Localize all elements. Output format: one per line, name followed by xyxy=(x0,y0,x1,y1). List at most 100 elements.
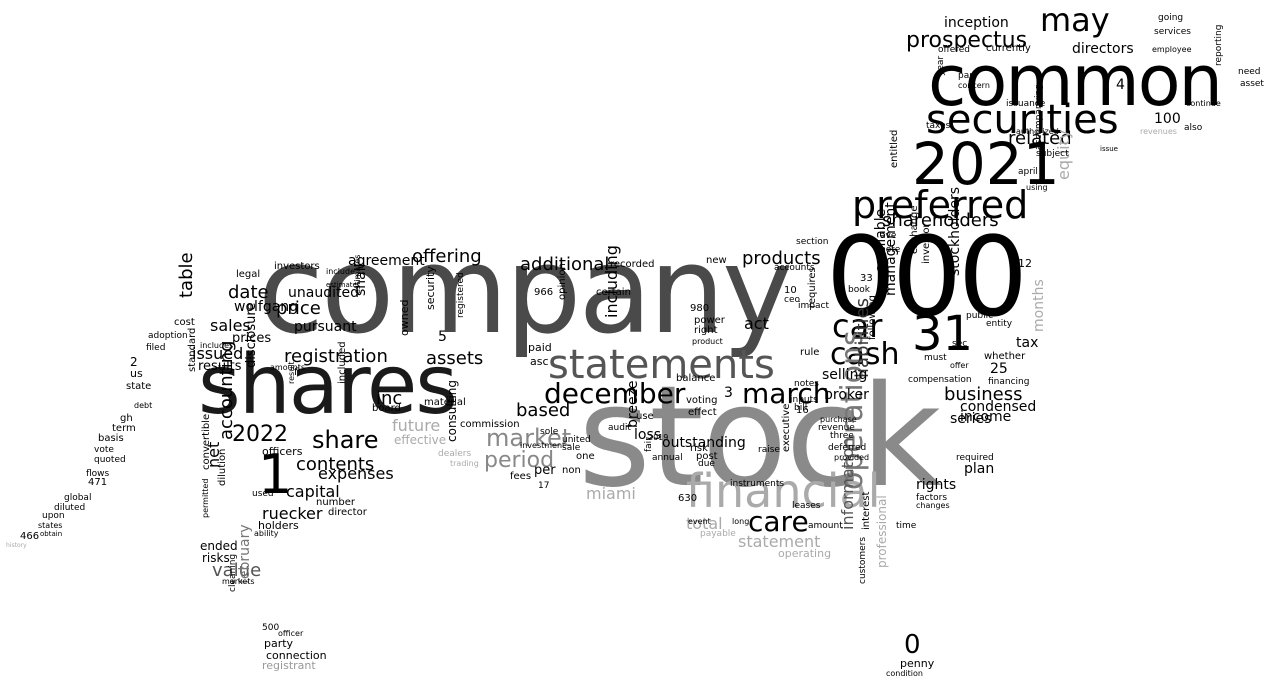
word-16: 16 xyxy=(796,405,809,416)
word-securities: securities xyxy=(926,97,1119,143)
word-12: 12 xyxy=(1018,257,1032,270)
word-prospectus: prospectus xyxy=(906,28,1028,53)
word-980: 980 xyxy=(690,303,710,314)
word-history: history xyxy=(6,542,27,549)
word-fair: fair xyxy=(644,437,654,452)
word-state: state xyxy=(126,381,152,392)
word-offered: offered xyxy=(938,45,970,55)
word-ruecker: ruecker xyxy=(262,504,323,523)
word-due: due xyxy=(698,459,715,469)
word-condition: condition xyxy=(886,669,923,678)
word-vote: vote xyxy=(94,445,114,455)
word-investment: investment xyxy=(520,441,566,450)
word-price: price xyxy=(276,298,321,319)
word-estimate: estimate xyxy=(326,281,357,289)
word-total: total xyxy=(686,514,723,533)
word-new: new xyxy=(706,255,727,266)
word-registration: registration xyxy=(284,346,388,367)
word-ave: ave xyxy=(880,231,897,241)
word-000: 000 xyxy=(826,213,1028,341)
word-ability: ability xyxy=(254,529,279,538)
word-basis: basis xyxy=(98,433,124,444)
word-right: right xyxy=(694,325,718,336)
word-required: required xyxy=(956,453,994,463)
word-used: used xyxy=(252,489,274,499)
word-include: include xyxy=(326,267,355,276)
word-term: term xyxy=(112,423,136,434)
word-stockholders: stockholders xyxy=(947,186,963,276)
word-466: 466 xyxy=(20,531,40,542)
word-holders: holders xyxy=(258,519,299,532)
word-effect: effect xyxy=(688,407,717,418)
word-impact: impact xyxy=(798,301,829,311)
word-amount: amount xyxy=(808,521,843,531)
word-per: per xyxy=(534,463,556,478)
word-products: products xyxy=(742,248,821,269)
word-inputs: inputs xyxy=(790,395,818,405)
word-executive: executive xyxy=(781,403,792,452)
word-4: 4 xyxy=(1116,77,1125,93)
word-unaudited: unaudited xyxy=(288,285,359,301)
word-fl: fl xyxy=(294,367,301,378)
word-2021: 2021 xyxy=(912,130,1060,198)
word-entity: entity xyxy=(986,319,1013,329)
word-risks: risks xyxy=(202,551,230,565)
word-related: related xyxy=(1008,128,1072,149)
word-inc: inc xyxy=(376,388,403,409)
word-professional: professional xyxy=(875,495,889,568)
word-act: act xyxy=(744,314,769,333)
word-use: use xyxy=(636,411,654,422)
word-sales: sales xyxy=(210,316,251,335)
word-3: 3 xyxy=(724,385,733,401)
word-march: march xyxy=(742,377,831,410)
word-results: results xyxy=(198,359,242,374)
word-sale: sale xyxy=(562,443,581,453)
word-business: business xyxy=(944,384,1023,405)
word-officer: officer xyxy=(278,629,304,638)
word-miami: miami xyxy=(586,484,636,503)
word-voting: voting xyxy=(686,395,718,406)
word-non: non xyxy=(562,465,581,476)
word-dealers: dealers xyxy=(438,449,472,459)
word-services: services xyxy=(1154,27,1191,37)
word-markets: markets xyxy=(222,577,255,586)
word-included: included xyxy=(337,341,348,384)
word-agreement: agreement xyxy=(348,253,425,269)
word-currently: currently xyxy=(986,43,1031,54)
word-global: global xyxy=(64,493,92,503)
word-deferred: deferred xyxy=(828,443,867,453)
word-plan: plan xyxy=(964,461,995,477)
word-0: 0 xyxy=(904,630,921,660)
word-shareholders: shareholders xyxy=(882,210,999,231)
word-material: material xyxy=(424,397,466,408)
word-25: 25 xyxy=(990,361,1008,377)
word-contents: contents xyxy=(296,454,375,475)
word-following: following xyxy=(867,295,878,340)
word-entitled: entitled xyxy=(889,129,900,168)
word-using: using xyxy=(1026,183,1048,192)
word-may: may xyxy=(1040,1,1110,39)
word-income: income xyxy=(960,409,1012,425)
word-provided: provided xyxy=(834,453,870,462)
word-commission: commission xyxy=(460,419,520,430)
word-penny: penny xyxy=(900,657,935,670)
word-operating: operating xyxy=(778,547,832,560)
word-accounts: accounts xyxy=(774,263,815,273)
word-registered: registered xyxy=(456,272,466,318)
word-471: 471 xyxy=(88,477,108,488)
word-three: three xyxy=(830,431,854,441)
word-adoption: adoption xyxy=(148,331,188,341)
word-car: car xyxy=(832,307,883,345)
word-issue: issue xyxy=(1100,145,1118,153)
word-asc: asc xyxy=(530,355,549,368)
word-one: one xyxy=(576,451,595,462)
word-going: going xyxy=(1158,13,1184,23)
word-sec: sec xyxy=(952,339,968,349)
word-statements: statements xyxy=(548,342,775,388)
word-time: time xyxy=(896,521,917,531)
word-future: future xyxy=(392,416,441,435)
word-certain: certain xyxy=(596,287,631,298)
word-factors: factors xyxy=(916,493,948,503)
word-2019: 2019 xyxy=(648,433,669,442)
word-number: number xyxy=(316,497,356,508)
